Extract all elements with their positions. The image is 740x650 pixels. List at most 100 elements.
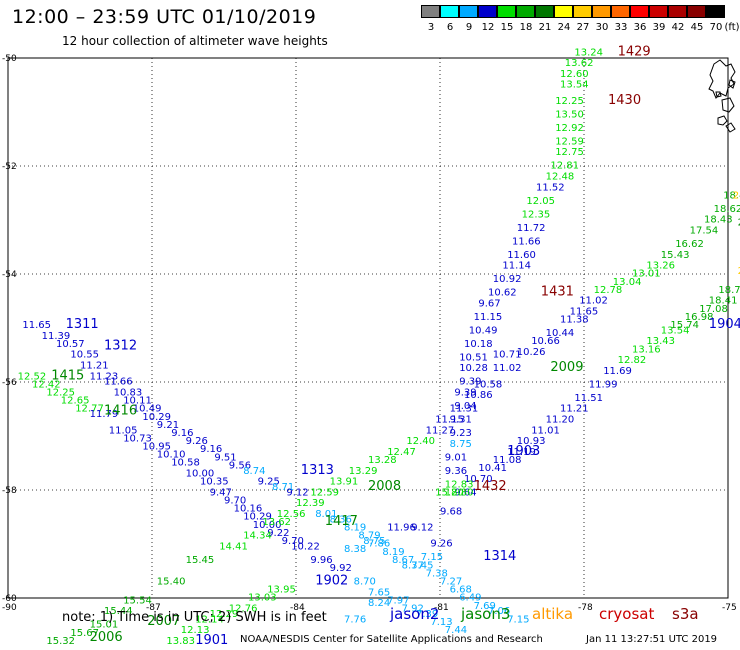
wave-height-value: 7.15 bbox=[507, 614, 529, 625]
scale-swatch-21 bbox=[535, 5, 554, 18]
wave-height-value: 18.73 bbox=[718, 285, 740, 296]
wave-height-value: 15.80 bbox=[435, 487, 464, 498]
wave-height-value: 10.10 bbox=[157, 450, 186, 461]
satellite-s3a: s3a bbox=[672, 605, 699, 623]
chart-subtitle: 12 hour collection of altimeter wave hei… bbox=[62, 34, 328, 48]
wave-height-value: 7.97 bbox=[387, 595, 409, 606]
pass-label: 2009 bbox=[550, 360, 583, 375]
wave-height-value: 12.81 bbox=[550, 161, 579, 172]
x-tick-label: -78 bbox=[578, 603, 593, 613]
scale-label-27: 27 bbox=[576, 22, 590, 33]
wave-height-value: 9.64 bbox=[454, 487, 476, 498]
wave-height-value: 15.74 bbox=[670, 320, 699, 331]
wave-height-value: 13.62 bbox=[262, 517, 291, 528]
satellite-jason3: jason3 bbox=[461, 605, 511, 623]
wave-height-value: 11.51 bbox=[574, 393, 603, 404]
wave-height-value: 10.18 bbox=[464, 339, 493, 350]
wave-height-value: 9.21 bbox=[157, 420, 179, 431]
wave-height-value: 9.70 bbox=[224, 496, 246, 507]
wave-height-value: 12.77 bbox=[75, 404, 104, 415]
wave-height-value: 7.86 bbox=[368, 539, 390, 550]
wave-height-value: 10.95 bbox=[142, 442, 171, 453]
wave-height-value: 11.01 bbox=[531, 425, 560, 436]
wave-height-value: 22 bbox=[738, 266, 740, 277]
wave-height-value: 13.91 bbox=[330, 477, 359, 488]
wave-height-value: 6.68 bbox=[450, 585, 472, 596]
wave-height-value: 7.44 bbox=[445, 625, 467, 636]
wave-height-value: 15.54 bbox=[123, 595, 152, 606]
wave-height-value: 9.96 bbox=[310, 555, 332, 566]
coastline-outline bbox=[708, 59, 736, 133]
wave-height-value: 10.28 bbox=[459, 363, 488, 374]
wave-height-value: 12.35 bbox=[522, 209, 551, 220]
scale-swatch-12 bbox=[478, 5, 497, 18]
wave-height-value: 11.39 bbox=[42, 331, 71, 342]
wave-height-value: 7.76 bbox=[344, 614, 366, 625]
wave-height-value: 17.54 bbox=[690, 226, 719, 237]
wave-height-value: 13.24 bbox=[574, 47, 603, 58]
pass-label: 2008 bbox=[368, 479, 401, 494]
wave-height-value: 12.56 bbox=[277, 509, 306, 520]
wave-height-value: 11.02 bbox=[579, 296, 608, 307]
wave-height-value: 11.69 bbox=[603, 366, 632, 377]
x-tick-label: -84 bbox=[290, 603, 305, 613]
wave-height-value: 10.83 bbox=[114, 388, 143, 399]
scale-swatch-30 bbox=[592, 5, 611, 18]
wave-height-value: 18.43 bbox=[704, 215, 733, 226]
wave-height-value: 9.12 bbox=[286, 487, 308, 498]
wave-height-value: 9.16 bbox=[171, 428, 193, 439]
scale-swatch-36 bbox=[630, 5, 649, 18]
wave-height-value: 10.73 bbox=[123, 433, 152, 444]
wave-height-value: 15.45 bbox=[186, 555, 215, 566]
wave-height-value: 7.92 bbox=[402, 604, 424, 615]
wave-height-value: 8.01 bbox=[315, 509, 337, 520]
wave-height-value: 11.15 bbox=[435, 415, 464, 426]
wave-height-value: 9.26 bbox=[430, 539, 452, 550]
wave-height-value: 13.01 bbox=[632, 269, 661, 280]
wave-height-value: 18.41 bbox=[709, 296, 738, 307]
wave-height-value: 9.25 bbox=[258, 477, 280, 488]
wave-height-value: 13.04 bbox=[613, 277, 642, 288]
wave-height-value: 9.16 bbox=[200, 444, 222, 455]
wave-height-value: 12.59 bbox=[310, 487, 339, 498]
wave-height-value: 8.75 bbox=[450, 439, 472, 450]
wave-height-value: 12.60 bbox=[560, 69, 589, 80]
wave-height-value: 10.86 bbox=[464, 390, 493, 401]
wave-height-value: 10.22 bbox=[291, 541, 320, 552]
wave-height-value: 11.08 bbox=[493, 455, 522, 466]
wave-height-value: 9.01 bbox=[445, 452, 467, 463]
wave-height-value: 10.58 bbox=[474, 379, 503, 390]
generated-timestamp: Jan 11 13:27:51 UTC 2019 bbox=[586, 634, 718, 645]
wave-height-value: 8.74 bbox=[243, 466, 265, 477]
scale-label-9: 9 bbox=[465, 22, 473, 33]
wave-height-value: 13.03 bbox=[248, 593, 277, 604]
wave-height-value: 12.52 bbox=[18, 371, 47, 382]
wave-height-value: 8.70 bbox=[354, 577, 376, 588]
scale-label-24: 24 bbox=[557, 22, 571, 33]
wave-height-value: 12.65 bbox=[61, 396, 90, 407]
wave-height-value: 10.35 bbox=[200, 477, 229, 488]
scale-swatch-6 bbox=[440, 5, 459, 18]
wave-height-value: 10.29 bbox=[142, 412, 171, 423]
pass-label: 1311 bbox=[66, 317, 99, 332]
wave-height-value: 8.37 bbox=[402, 560, 424, 571]
wave-height-value: 9.56 bbox=[229, 460, 251, 471]
wave-height-value: 15.32 bbox=[46, 636, 75, 647]
wave-height-value: 15.01 bbox=[90, 620, 119, 631]
wave-height-value: 11.72 bbox=[517, 223, 546, 234]
pass-label: 1415 bbox=[51, 368, 84, 383]
scale-label-21: 21 bbox=[538, 22, 552, 33]
chart-title: 12:00 – 23:59 UTC 01/10/2019 bbox=[12, 6, 317, 28]
wave-height-value: 10.93 bbox=[517, 436, 546, 447]
scale-swatch-3 bbox=[421, 5, 440, 18]
satellite-cryosat: cryosat bbox=[599, 605, 655, 623]
wave-height-value: 10.71 bbox=[493, 350, 522, 361]
wave-height-value: 9.04 bbox=[454, 401, 476, 412]
wave-height-value: 15.40 bbox=[157, 577, 186, 588]
pass-time-labels: 1311 1312 1313 1314 1415 1416 1417 1901 1902 1903… bbox=[51, 44, 740, 648]
wave-height-value: 11.96 bbox=[387, 523, 416, 534]
pass-label: 1313 bbox=[301, 463, 334, 478]
wave-height-value: 9.39 bbox=[454, 388, 476, 399]
pass-label: 1431 bbox=[541, 285, 574, 300]
wave-height-value: 12.13 bbox=[181, 625, 210, 636]
